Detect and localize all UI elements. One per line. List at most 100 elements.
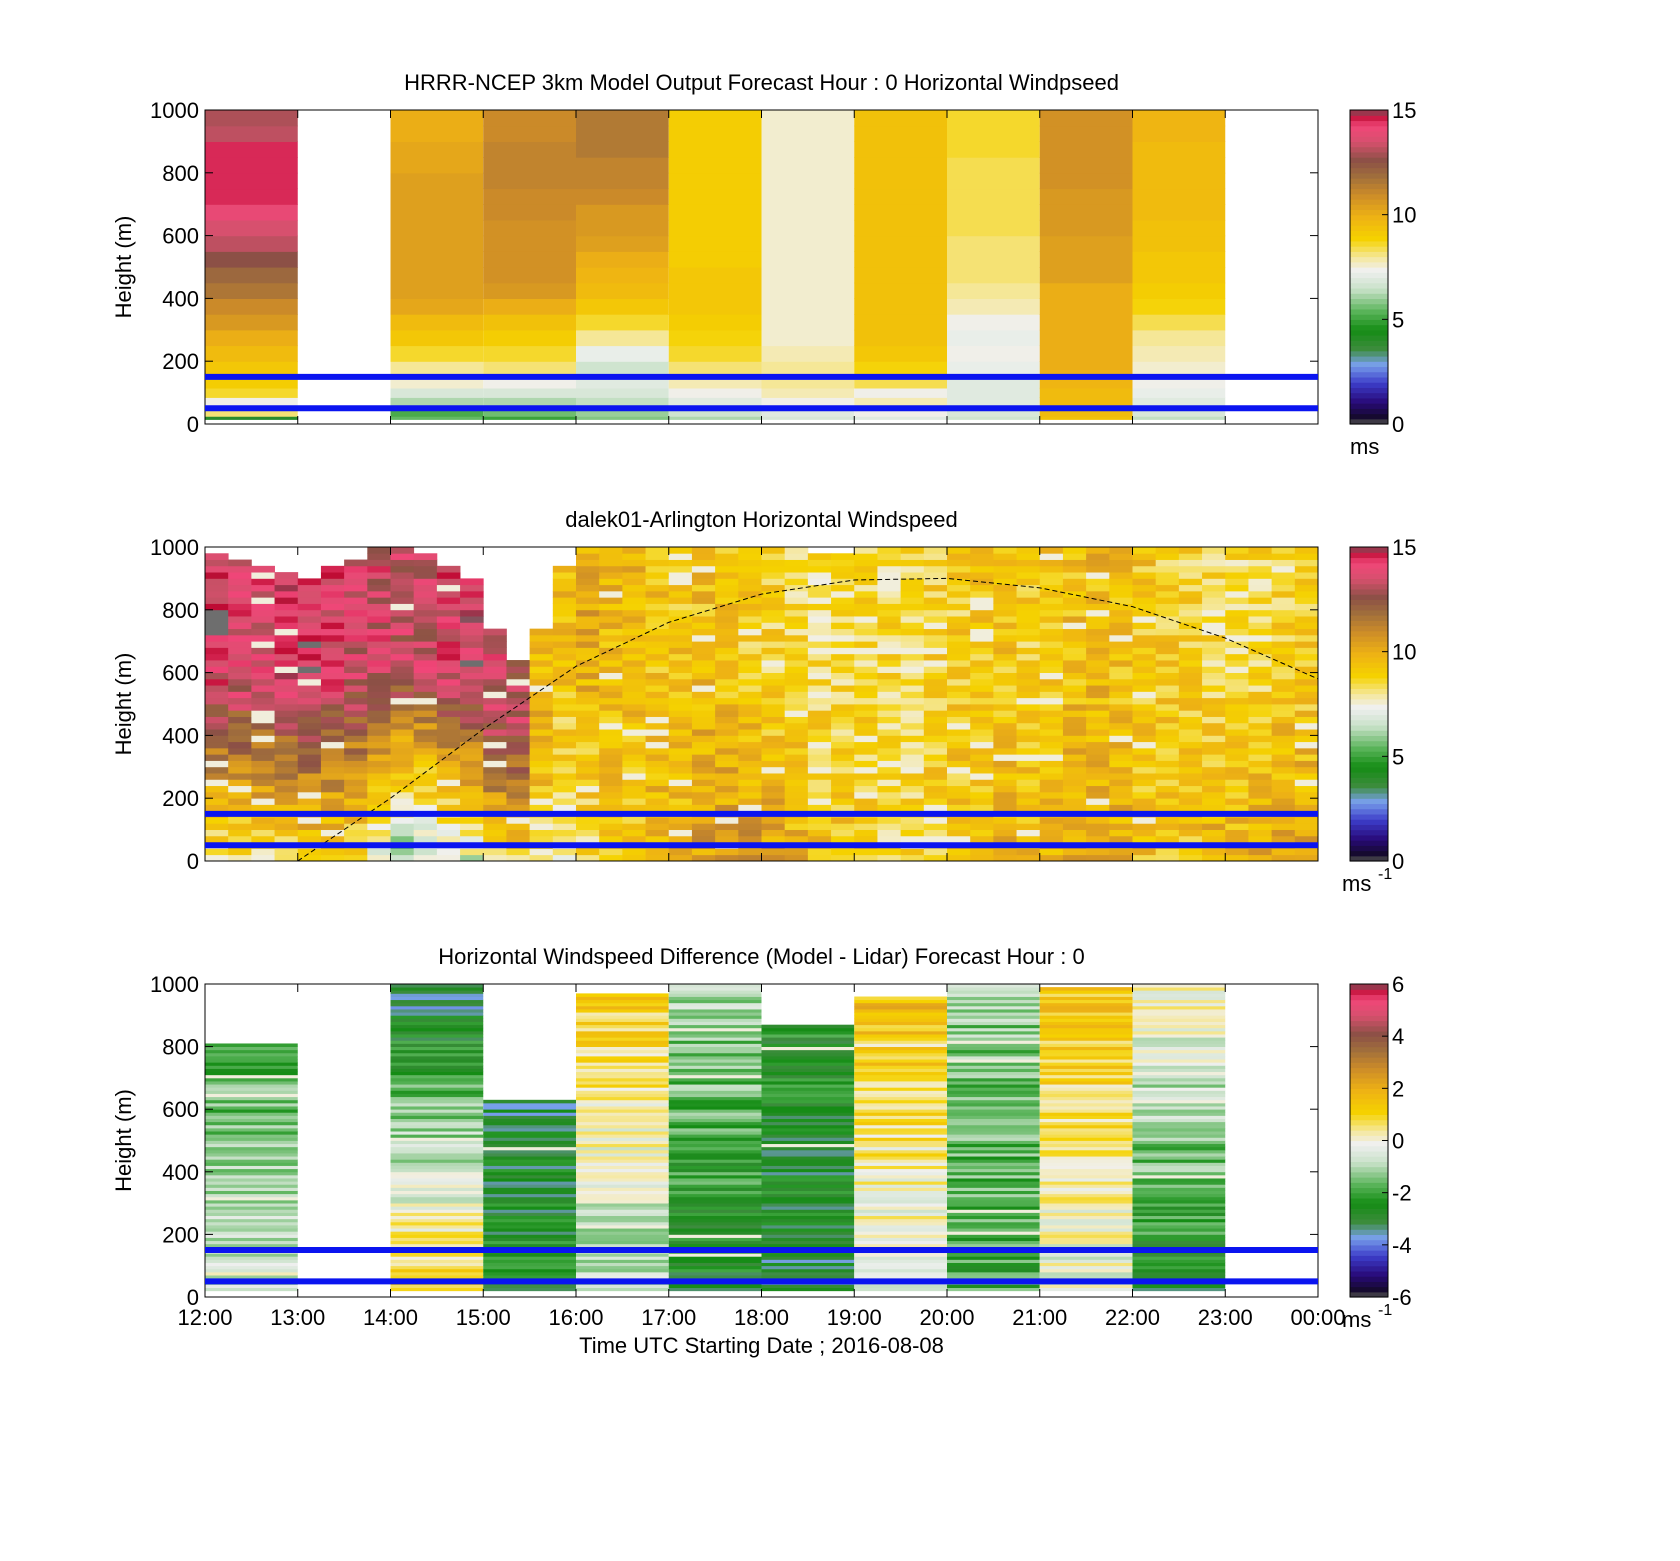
- lidar-cell: [1248, 678, 1273, 686]
- lidar-cell: [390, 697, 415, 705]
- y-tick-label: 200: [162, 1222, 199, 1247]
- lidar-cell: [274, 622, 299, 630]
- difference-cell: [761, 1081, 855, 1085]
- lidar-cell: [344, 791, 368, 799]
- lidar-cell: [506, 672, 531, 680]
- lidar-cell: [807, 647, 832, 655]
- lidar-cell: [1294, 691, 1319, 699]
- lidar-cell: [1248, 848, 1273, 856]
- lidar-cell: [1178, 584, 1203, 592]
- lidar-cell: [1039, 565, 1064, 573]
- lidar-cell: [576, 691, 600, 699]
- model-cell: [854, 406, 947, 417]
- lidar-cell: [367, 716, 391, 724]
- lidar-cell: [1016, 854, 1041, 862]
- colorbar-swatch: [1350, 183, 1388, 190]
- difference-cell: [1132, 993, 1226, 997]
- lidar-cell: [1039, 547, 1064, 554]
- colorbar-swatch: [1350, 408, 1388, 415]
- lidar-cell: [970, 835, 994, 843]
- difference-cell: [390, 1009, 484, 1013]
- difference-cell: [854, 1106, 947, 1110]
- lidar-cell: [367, 791, 391, 799]
- colorbar-swatch: [1350, 989, 1388, 996]
- difference-cell: [1132, 1218, 1226, 1223]
- lidar-cell: [1016, 817, 1041, 824]
- lidar-cell: [877, 578, 902, 586]
- lidar-cell: [1109, 741, 1133, 749]
- model-cell: [390, 416, 484, 420]
- lidar-cell: [205, 716, 229, 724]
- lidar-cell: [831, 773, 855, 780]
- difference-cell: [483, 1187, 576, 1191]
- lidar-cell: [251, 773, 275, 780]
- difference-cell: [668, 1015, 762, 1019]
- difference-cell: [761, 1096, 855, 1101]
- lidar-cell: [552, 565, 577, 573]
- difference-cell: [1132, 1206, 1226, 1210]
- lidar-cell: [1202, 854, 1226, 862]
- lidar-cell: [320, 716, 345, 724]
- lidar-cell: [668, 641, 693, 648]
- lidar-cell: [599, 672, 623, 680]
- lidar-cell: [645, 835, 670, 843]
- difference-cell: [483, 1284, 576, 1289]
- difference-cell: [390, 1162, 484, 1166]
- lidar-cell: [1039, 773, 1064, 780]
- lidar-cell: [460, 754, 484, 761]
- difference-cell: [390, 1090, 484, 1094]
- lidar-cell: [1109, 817, 1133, 824]
- lidar-cell: [831, 578, 855, 586]
- lidar-cell: [1271, 735, 1296, 743]
- lidar-cell: [947, 817, 971, 824]
- lidar-cell: [900, 609, 925, 617]
- lidar-cell: [1271, 584, 1296, 592]
- difference-cell: [761, 1259, 855, 1263]
- lidar-cell: [1062, 641, 1087, 648]
- panel-title: Horizontal Windspeed Difference (Model -…: [438, 944, 1084, 969]
- lidar-cell: [877, 584, 902, 592]
- lidar-cell: [320, 685, 345, 692]
- lidar-cell: [460, 785, 484, 793]
- lidar-cell: [738, 741, 762, 749]
- difference-cell: [576, 1015, 669, 1019]
- lidar-cell: [297, 848, 322, 856]
- lidar-cell: [1225, 616, 1249, 623]
- lidar-cell: [645, 823, 670, 830]
- lidar-cell: [413, 722, 438, 730]
- lidar-cell: [506, 747, 531, 755]
- difference-cell: [947, 1015, 1040, 1019]
- lidar-cell: [1294, 817, 1319, 824]
- colorbar-swatch: [1350, 688, 1388, 695]
- lidar-cell: [784, 716, 809, 724]
- lidar-cell: [993, 672, 1017, 680]
- difference-cell: [1039, 1262, 1133, 1267]
- lidar-cell: [877, 672, 902, 680]
- lidar-cell: [274, 835, 299, 843]
- lidar-cell: [529, 660, 554, 667]
- colorbar-swatch: [1350, 1276, 1388, 1282]
- lidar-cell: [1132, 685, 1157, 692]
- difference-cell: [1132, 1040, 1226, 1044]
- difference-cell: [761, 1034, 855, 1038]
- lidar-cell: [205, 854, 229, 862]
- lidar-cell: [947, 704, 971, 711]
- colorbar-swatch: [1350, 1114, 1388, 1121]
- boundary-layer-curve: [297, 577, 1319, 862]
- difference-cell: [668, 990, 762, 994]
- lidar-cell: [668, 741, 693, 749]
- lidar-cell: [854, 735, 878, 743]
- lidar-cell: [1086, 565, 1110, 573]
- y-tick-label: 1000: [150, 972, 199, 997]
- difference-cell: [390, 1034, 484, 1038]
- difference-cell: [1039, 1206, 1133, 1210]
- lidar-cell: [1294, 678, 1319, 686]
- lidar-cell: [715, 823, 739, 830]
- lidar-cell: [691, 804, 716, 812]
- lidar-cell: [1155, 672, 1180, 680]
- difference-cell: [1039, 1037, 1133, 1041]
- lidar-cell: [1016, 791, 1041, 799]
- lidar-cell: [1155, 584, 1180, 592]
- lidar-cell: [1086, 747, 1110, 755]
